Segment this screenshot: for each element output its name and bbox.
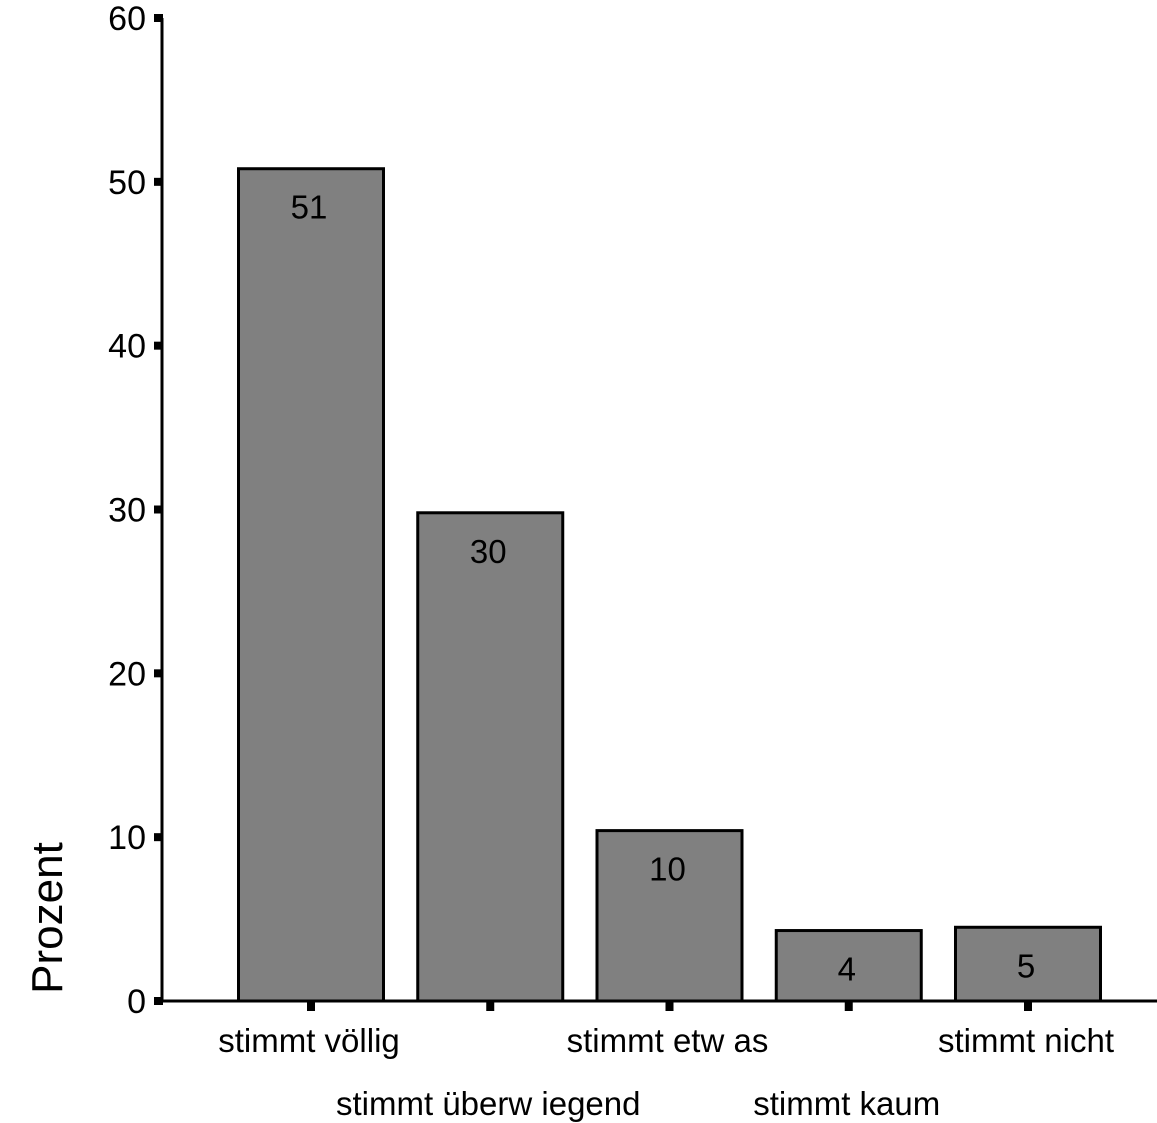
y-tick-label: 50	[108, 164, 146, 202]
y-tick-mark	[154, 669, 163, 678]
y-tick-label: 0	[127, 983, 146, 1021]
bar	[416, 511, 565, 1003]
y-ticks: 0 10 20 30 40 50 60	[108, 0, 163, 1021]
x-category-label: stimmt etw as	[567, 1022, 769, 1059]
x-tick-mark	[307, 1002, 315, 1011]
bar	[774, 929, 923, 1003]
y-axis-label: Prozent	[23, 842, 72, 994]
y-tick-label: 40	[108, 328, 146, 366]
y-tick-label: 20	[108, 655, 146, 693]
bar-data-label: 5	[1017, 947, 1035, 984]
y-tick-mark	[154, 833, 163, 842]
y-tick-label: 10	[108, 819, 146, 857]
bar	[237, 167, 385, 1003]
category-labels: stimmt völlig stimmt überw iegend stimmt e…	[218, 1022, 1114, 1122]
x-tick-mark	[844, 1002, 853, 1011]
x-category-label: stimmt nicht	[938, 1022, 1114, 1059]
bar-data-label: 4	[838, 951, 856, 988]
y-tick-mark	[154, 14, 163, 22]
x-tick-mark	[665, 1002, 674, 1011]
y-tick-mark	[154, 177, 163, 186]
y-tick-mark	[154, 997, 163, 1005]
bar-data-label: 10	[649, 851, 686, 888]
bar-data-label: 51	[291, 189, 328, 226]
y-tick-mark	[154, 341, 163, 350]
x-category-label: stimmt völlig	[218, 1022, 400, 1059]
bars	[237, 167, 1102, 1003]
y-tick-label: 30	[108, 492, 146, 530]
y-tick-mark	[154, 505, 163, 514]
data-labels: 51 30 10 4 5	[291, 189, 1036, 988]
bar	[595, 829, 744, 1003]
x-tick-mark	[486, 1002, 495, 1011]
x-tick-mark	[1024, 1002, 1032, 1011]
x-category-label: stimmt kaum	[753, 1085, 940, 1122]
x-category-label: stimmt überw iegend	[336, 1085, 640, 1122]
x-ticks	[307, 1002, 1032, 1011]
bar-data-label: 30	[470, 533, 507, 570]
y-tick-label: 60	[108, 0, 146, 38]
